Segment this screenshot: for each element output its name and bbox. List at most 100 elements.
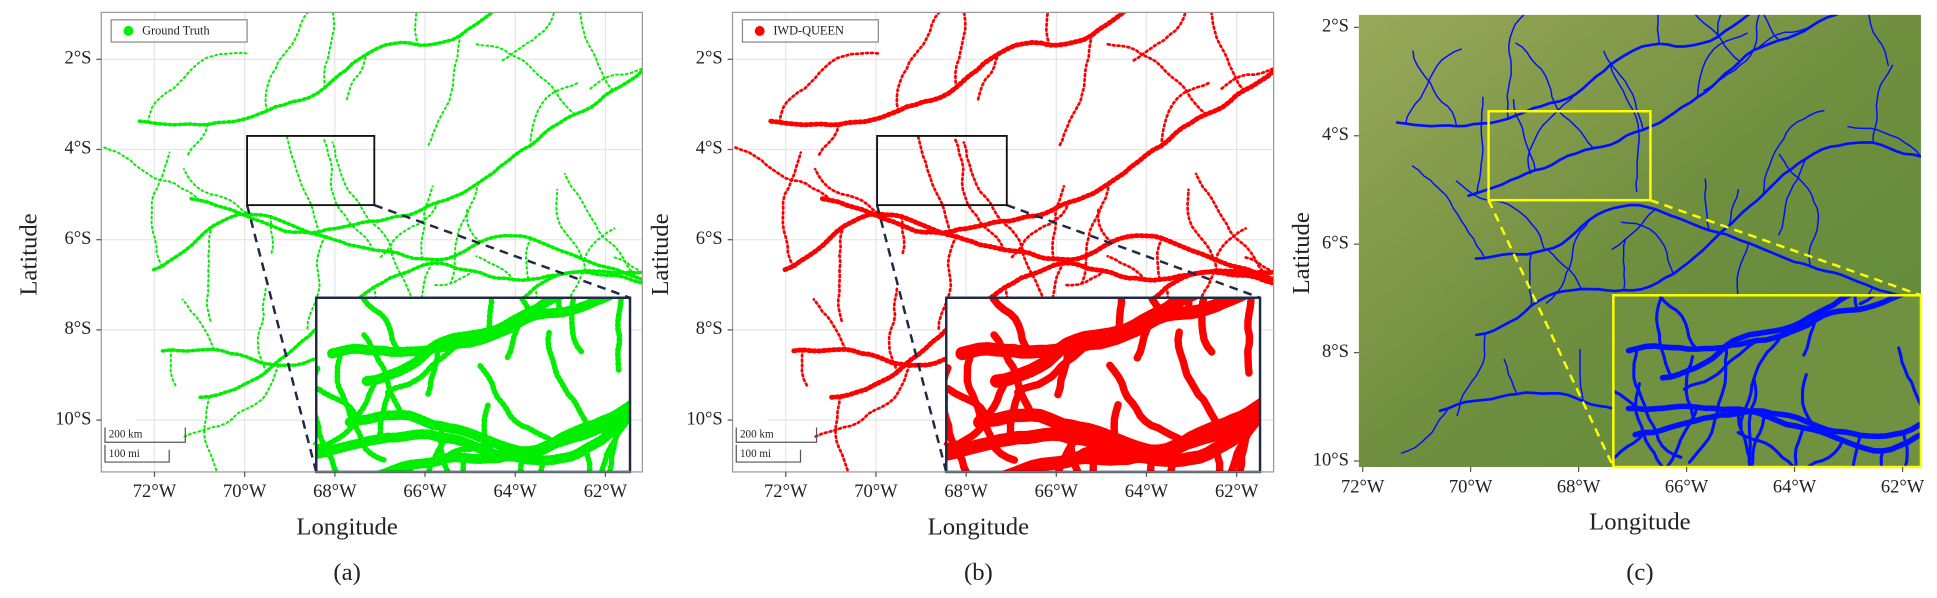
zoom-connector xyxy=(1487,199,1615,468)
river xyxy=(946,384,993,424)
river xyxy=(465,208,482,243)
river xyxy=(1054,340,1072,399)
river xyxy=(1411,165,1486,259)
river xyxy=(812,298,847,351)
panel-caption: (a) xyxy=(333,559,360,586)
river xyxy=(431,269,474,287)
river xyxy=(331,141,372,223)
y-axis-label: Latitude xyxy=(1288,212,1315,294)
river xyxy=(1762,109,1825,195)
zoom-connector xyxy=(1006,203,1261,299)
map-frame xyxy=(100,11,643,473)
river xyxy=(1174,328,1224,437)
river xyxy=(1625,295,1907,354)
river xyxy=(1763,14,1780,42)
river xyxy=(186,123,209,157)
river xyxy=(1736,430,1796,468)
river xyxy=(345,52,370,101)
river xyxy=(1858,295,1878,306)
river xyxy=(836,224,846,323)
river xyxy=(182,168,255,221)
x-tick-label: 64°W xyxy=(494,481,538,502)
river xyxy=(1194,172,1273,284)
river xyxy=(782,211,1274,283)
river xyxy=(733,145,833,202)
river xyxy=(1603,50,1644,131)
river xyxy=(529,80,581,147)
river xyxy=(1682,338,1759,391)
river xyxy=(518,297,532,316)
y-tick-label: 8°S xyxy=(696,318,723,339)
river xyxy=(1750,409,1766,468)
river xyxy=(203,395,218,472)
zoom-connector xyxy=(245,204,318,473)
river xyxy=(1105,42,1208,116)
river xyxy=(953,138,1006,252)
map-panel: 72°W 70°W 68°W 66°W 64°W 62°W 2°S 4°S 6°S 8°S 10°S… xyxy=(647,0,1275,586)
river xyxy=(537,457,547,472)
river xyxy=(1096,207,1113,244)
panel-caption: (b) xyxy=(964,559,993,586)
river xyxy=(1694,14,1741,63)
river xyxy=(517,451,526,472)
river xyxy=(1611,208,1657,250)
legend-box xyxy=(741,19,879,43)
river xyxy=(579,12,615,92)
river xyxy=(1506,14,1525,120)
river xyxy=(407,461,415,472)
river xyxy=(285,132,320,234)
y-tick-label: 6°S xyxy=(696,228,723,249)
panel-caption: (c) xyxy=(1626,559,1653,586)
river xyxy=(450,182,480,283)
x-tick-label: 72°W xyxy=(764,481,808,502)
river xyxy=(768,12,1128,128)
x-tick-label: 72°W xyxy=(133,481,177,502)
river xyxy=(1655,295,1673,379)
river xyxy=(169,348,177,387)
river xyxy=(1209,12,1246,92)
inset-rivers xyxy=(1613,295,1921,468)
river xyxy=(372,223,430,320)
river xyxy=(1219,66,1274,91)
river xyxy=(1527,93,1576,174)
river xyxy=(1807,438,1845,468)
map-frame xyxy=(731,11,1275,473)
x-tick-label: 62°W xyxy=(1881,476,1925,497)
river xyxy=(1475,141,1921,337)
y-axis-label: Latitude xyxy=(647,213,674,295)
river xyxy=(1395,14,1751,128)
river xyxy=(316,365,340,472)
river xyxy=(1684,355,1697,423)
scale-bar xyxy=(104,444,170,463)
river xyxy=(568,297,585,355)
river xyxy=(414,12,420,47)
scale-label: 100 mi xyxy=(109,448,140,460)
river xyxy=(990,331,1036,419)
river xyxy=(1400,407,1450,454)
river xyxy=(946,364,971,472)
river xyxy=(1728,189,1740,227)
river xyxy=(1056,34,1094,149)
river xyxy=(1800,373,1814,426)
river xyxy=(1696,32,1748,98)
river xyxy=(900,215,906,255)
river xyxy=(306,235,326,331)
river xyxy=(1145,0,1171,1)
river xyxy=(1656,14,1660,45)
river xyxy=(102,146,201,202)
river xyxy=(1147,297,1163,317)
river xyxy=(1901,431,1909,468)
river xyxy=(954,12,967,89)
river xyxy=(384,340,464,395)
river xyxy=(1851,433,1863,468)
river xyxy=(990,297,1201,388)
river xyxy=(1062,269,1106,287)
river xyxy=(1131,12,1187,62)
river xyxy=(323,12,336,89)
river xyxy=(481,401,497,457)
river xyxy=(379,201,439,259)
river xyxy=(475,255,515,281)
river xyxy=(316,385,362,424)
river xyxy=(1044,12,1051,47)
x-tick-label: 72°W xyxy=(1341,476,1385,497)
